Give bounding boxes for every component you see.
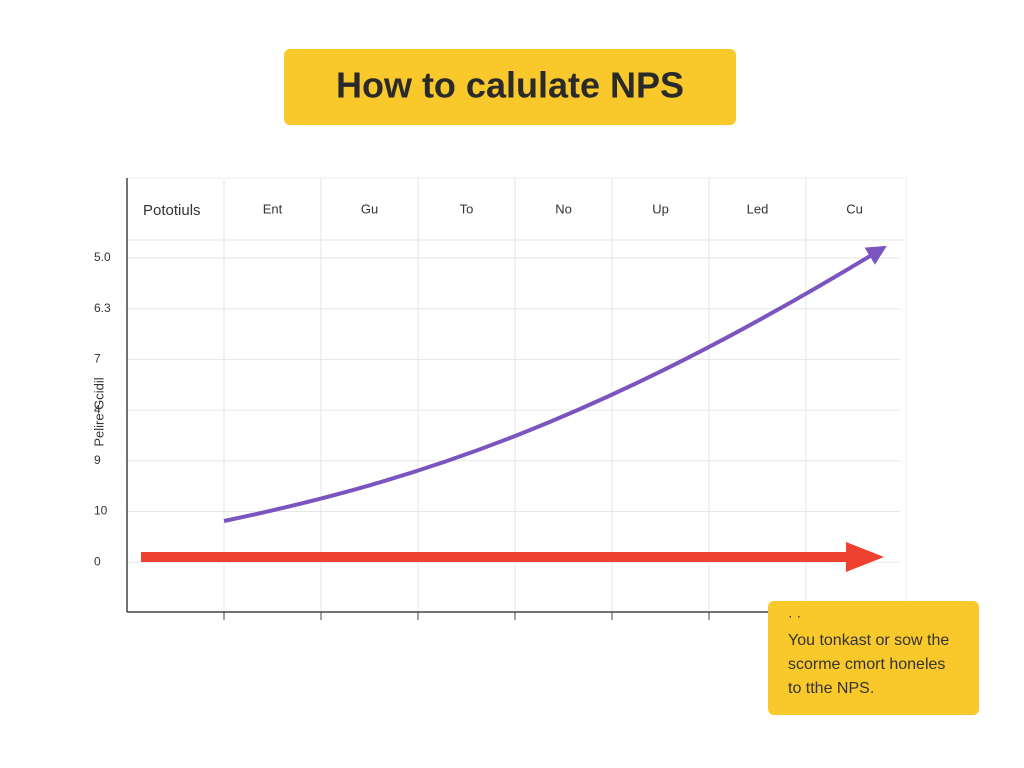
column-header: No bbox=[555, 201, 572, 216]
row-label: 0 bbox=[94, 554, 101, 568]
corner-label: Pototiuls bbox=[143, 202, 201, 219]
row-label: 4 bbox=[94, 402, 101, 416]
column-header: Ent bbox=[263, 201, 283, 216]
title: How to calulate NPS bbox=[336, 65, 684, 106]
row-label: 6.3 bbox=[94, 301, 111, 315]
table-frame bbox=[126, 177, 907, 613]
table-grid bbox=[126, 177, 907, 620]
note-marker: · · bbox=[788, 608, 801, 624]
note-line: You tonkast or sow the bbox=[788, 632, 949, 649]
column-header: To bbox=[460, 201, 474, 216]
note-line: to tthe NPS. bbox=[788, 680, 874, 697]
purple-curve bbox=[223, 245, 887, 523]
row-label: 9 bbox=[94, 453, 101, 467]
note-box bbox=[768, 601, 979, 715]
title-box bbox=[284, 49, 736, 125]
column-header: Up bbox=[652, 201, 669, 216]
axis-label: Pelire Gcidil bbox=[91, 377, 106, 446]
row-label: 7 bbox=[94, 352, 101, 366]
red-arrowhead bbox=[846, 542, 884, 572]
row-label: 10 bbox=[94, 504, 108, 518]
column-header: Cu bbox=[846, 201, 863, 216]
column-header: Led bbox=[747, 201, 769, 216]
row-label: 5.0 bbox=[94, 250, 111, 264]
note-line: scorme cmort honeles bbox=[788, 656, 945, 673]
column-header: Gu bbox=[361, 201, 378, 216]
